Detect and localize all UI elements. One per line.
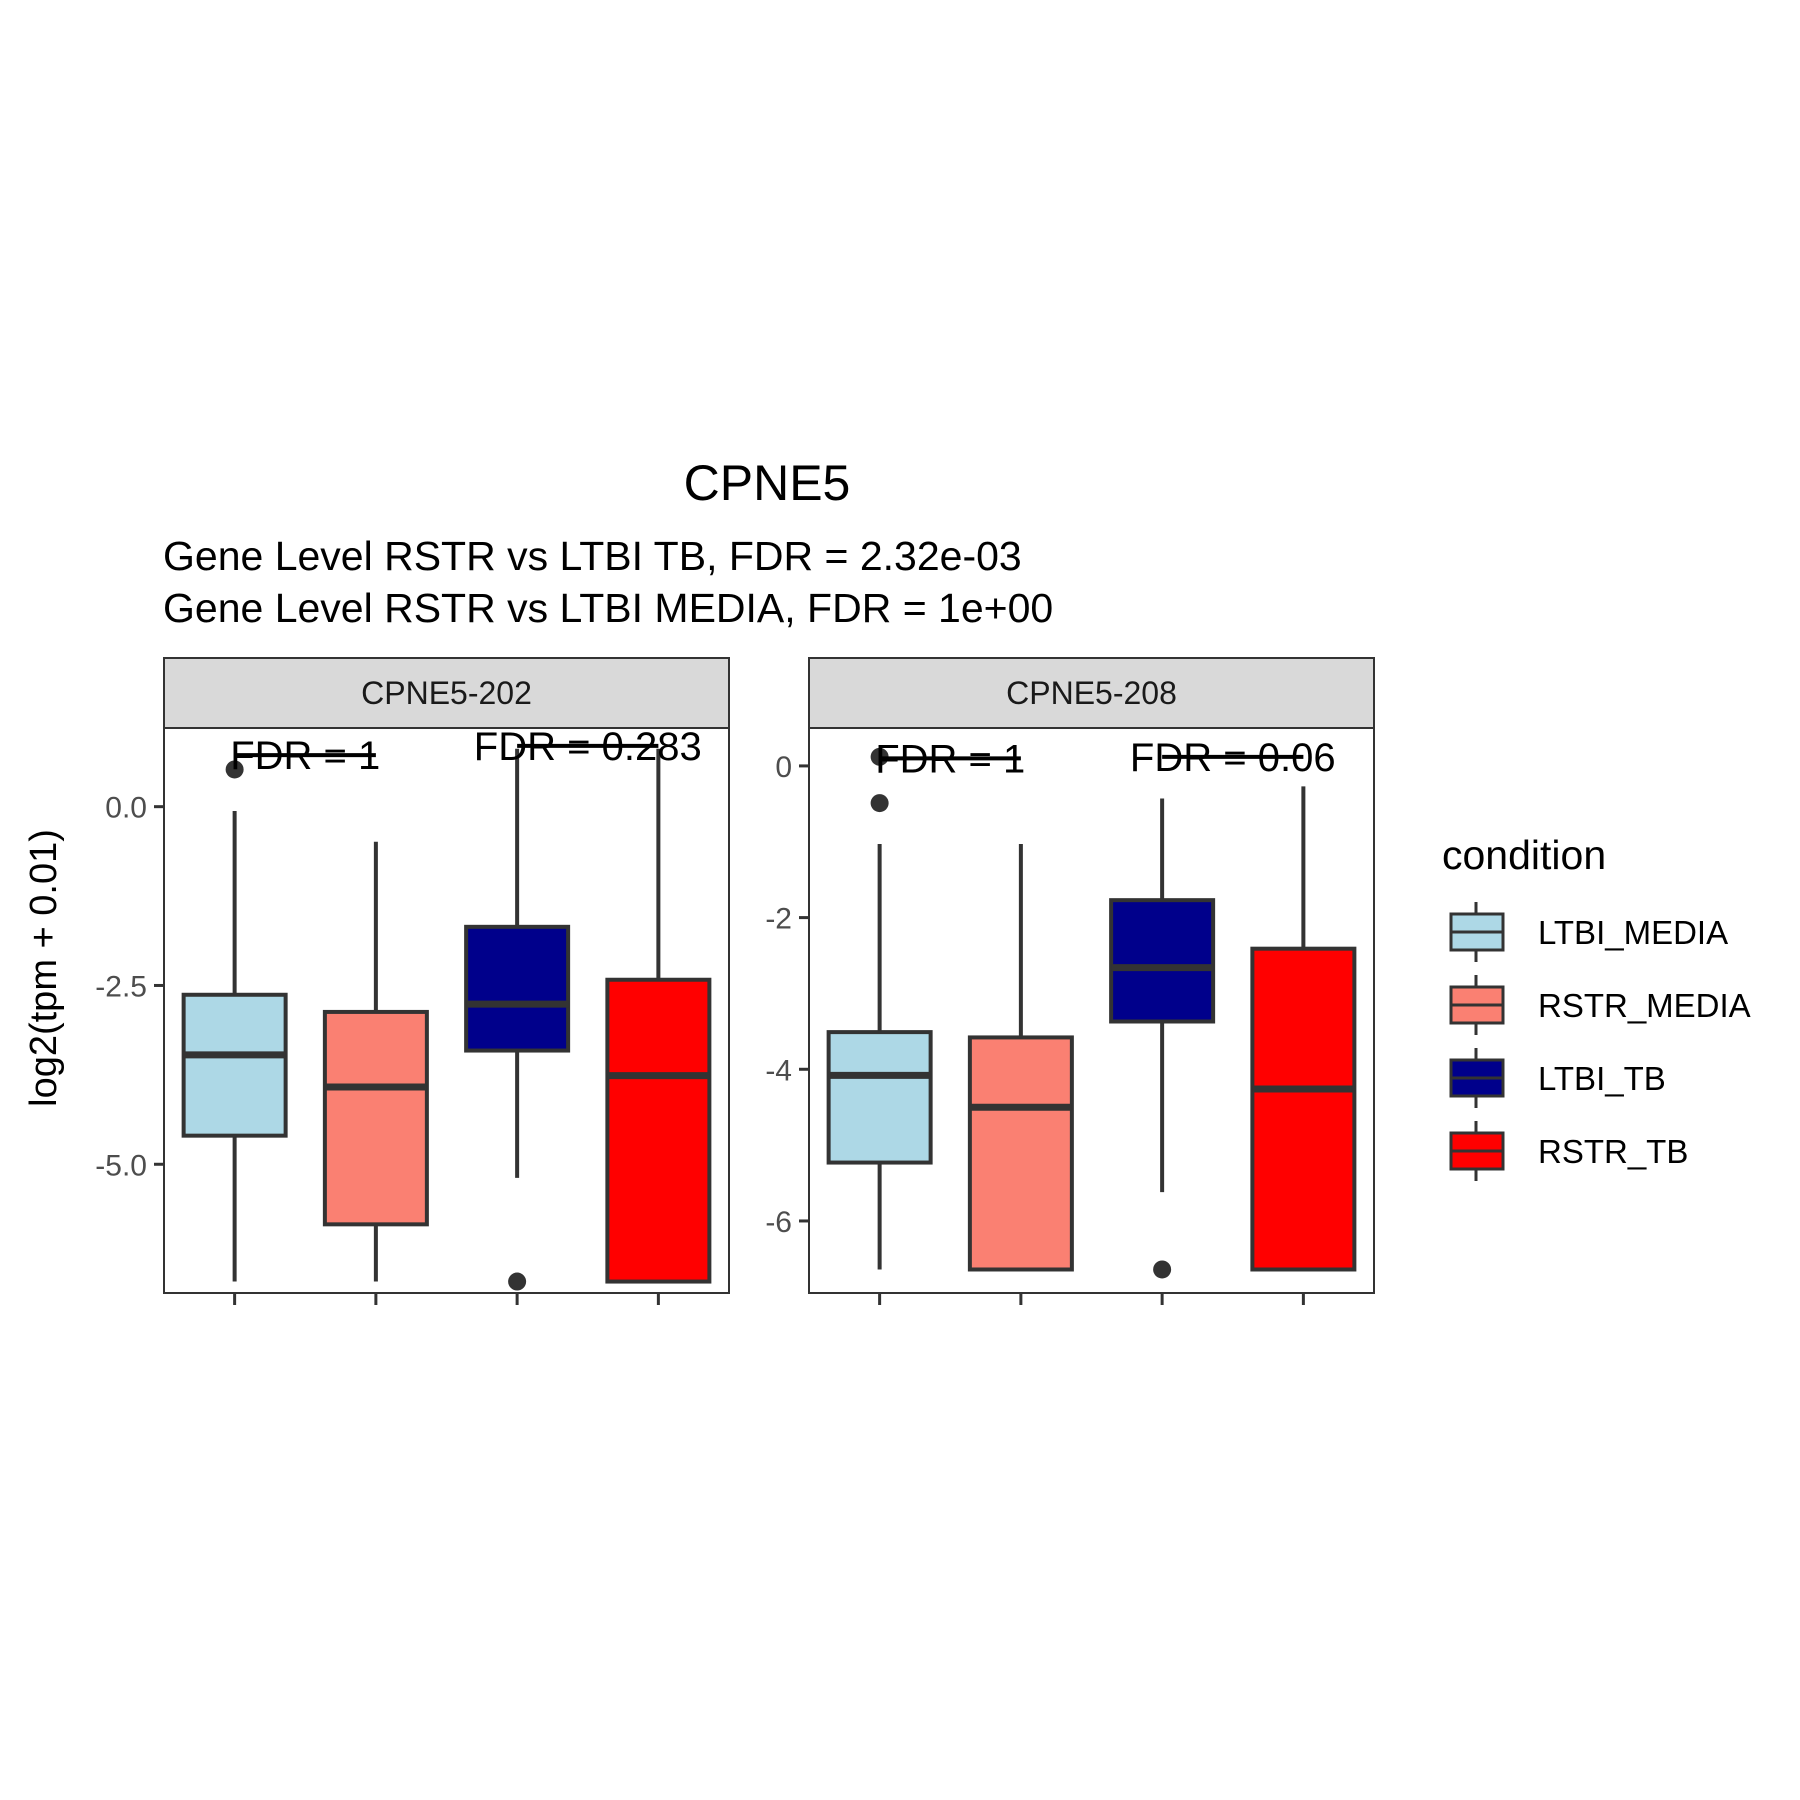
y-axis-label: log2(tpm + 0.01): [23, 829, 65, 1107]
box-ltbi-tb: [1109, 798, 1216, 1279]
comparison: FDR = 1: [230, 734, 380, 778]
y-tick-label: -4: [765, 1054, 792, 1087]
chart-subtitle-line-2: Gene Level RSTR vs LTBI MEDIA, FDR = 1e+…: [163, 585, 1053, 631]
legend-item-label: LTBI_TB: [1538, 1060, 1666, 1097]
comparison-label: FDR = 1: [230, 734, 380, 778]
box-iqr: [605, 977, 712, 1284]
comparison-label: FDR = 1: [875, 737, 1025, 781]
y-tick-label: -6: [765, 1206, 792, 1239]
outlier-point: [225, 760, 244, 779]
outlier-point: [1153, 1260, 1172, 1279]
comparison-label: FDR = 0.283: [474, 725, 702, 769]
legend-items: LTBI_MEDIA RSTR_MEDIA LTBI_TB RSTR_TB: [1449, 902, 1751, 1181]
comparison: FDR = 0.06: [1130, 736, 1336, 780]
box-ltbi-media: [181, 760, 288, 1282]
box-rstr-media: [967, 844, 1074, 1272]
y-tick-label: 0: [775, 751, 792, 784]
y-tick-label: -5.0: [95, 1149, 147, 1182]
legend: condition LTBI_MEDIA RSTR_MEDIA LTBI_TB RST…: [1442, 832, 1751, 1181]
box-iqr: [464, 924, 571, 1053]
panel-border: [163, 727, 730, 1294]
legend-item-label: RSTR_MEDIA: [1538, 987, 1751, 1024]
box-rstr-media: [322, 841, 429, 1282]
box-rstr-tb: [605, 748, 712, 1284]
legend-item-rstr-media: RSTR_MEDIA: [1449, 975, 1751, 1035]
box-ltbi-media: [826, 747, 933, 1270]
facet-panel-2: CPNE5-208 0 -2 -4 -6 FDR = 1 FDR = 0.06: [765, 657, 1375, 1305]
y-tick-label: -2.5: [95, 970, 147, 1003]
chart-subtitle-line-1: Gene Level RSTR vs LTBI TB, FDR = 2.32e-…: [163, 533, 1022, 579]
y-tick-label: 0.0: [105, 792, 147, 825]
box-iqr: [1250, 946, 1357, 1272]
box-iqr: [322, 1009, 429, 1227]
facet-panel-1: CPNE5-202 0.0 -2.5 -5.0 FDR = 1 FDR = 0.283: [95, 657, 730, 1305]
comparison: FDR = 0.283: [474, 725, 702, 769]
legend-item-ltbi-media: LTBI_MEDIA: [1449, 902, 1728, 962]
box-rstr-tb: [1250, 786, 1357, 1272]
box-ltbi-tb: [464, 748, 571, 1291]
legend-item-ltbi-tb: LTBI_TB: [1449, 1048, 1666, 1108]
facet-strip-label: CPNE5-208: [1006, 675, 1177, 711]
comparison: FDR = 1: [875, 737, 1025, 781]
facet-strip: [163, 657, 730, 729]
y-tick-label: -2: [765, 903, 792, 936]
panel-border: [808, 727, 1375, 1294]
facet-strip: [808, 657, 1375, 729]
box-iqr: [1109, 898, 1216, 1024]
legend-title: condition: [1442, 832, 1606, 878]
legend-item-label: RSTR_TB: [1538, 1133, 1688, 1170]
outlier-point: [870, 794, 889, 813]
outlier-point: [508, 1272, 527, 1291]
legend-item-rstr-tb: RSTR_TB: [1449, 1121, 1688, 1181]
comparison-label: FDR = 0.06: [1130, 736, 1336, 780]
chart-title: CPNE5: [684, 455, 851, 511]
box-iqr: [181, 992, 288, 1138]
box-iqr: [826, 1030, 933, 1165]
legend-item-label: LTBI_MEDIA: [1538, 914, 1728, 951]
box-iqr: [967, 1035, 1074, 1272]
facet-strip-label: CPNE5-202: [361, 675, 532, 711]
